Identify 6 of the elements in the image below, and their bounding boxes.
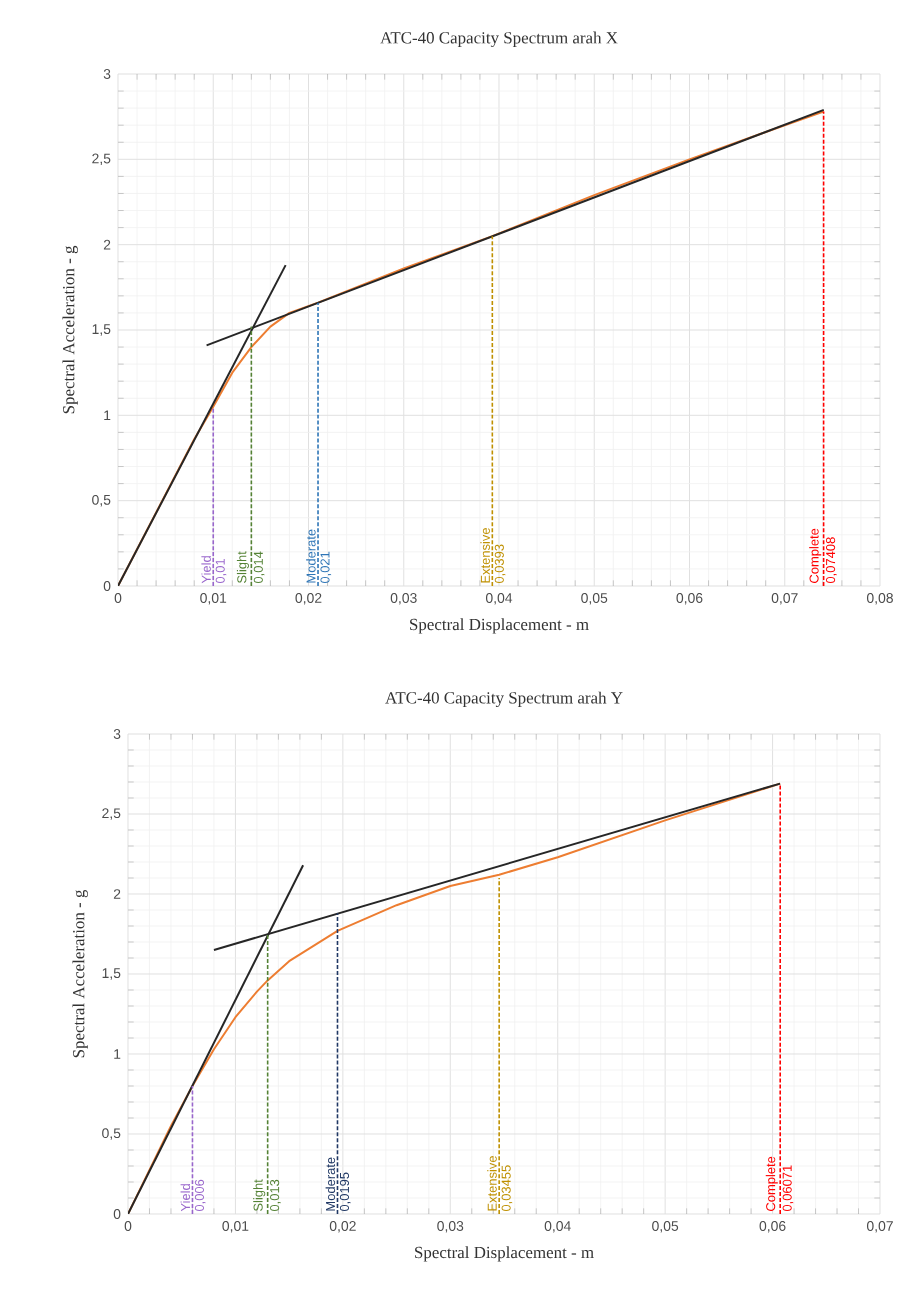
y-axis-title: Spectral Acceleration - g xyxy=(72,889,88,1058)
x-axis-title: Spectral Displacement - m xyxy=(410,618,589,634)
chart-title: ATC-40 Capacity Spectrum arah X xyxy=(380,31,618,48)
chart-title: ATC-40 Capacity Spectrum arah Y xyxy=(385,691,623,708)
y-axis-title: Spectral Acceleration - g xyxy=(62,245,78,414)
x-axis-title: Spectral Displacement - m xyxy=(415,1246,594,1262)
